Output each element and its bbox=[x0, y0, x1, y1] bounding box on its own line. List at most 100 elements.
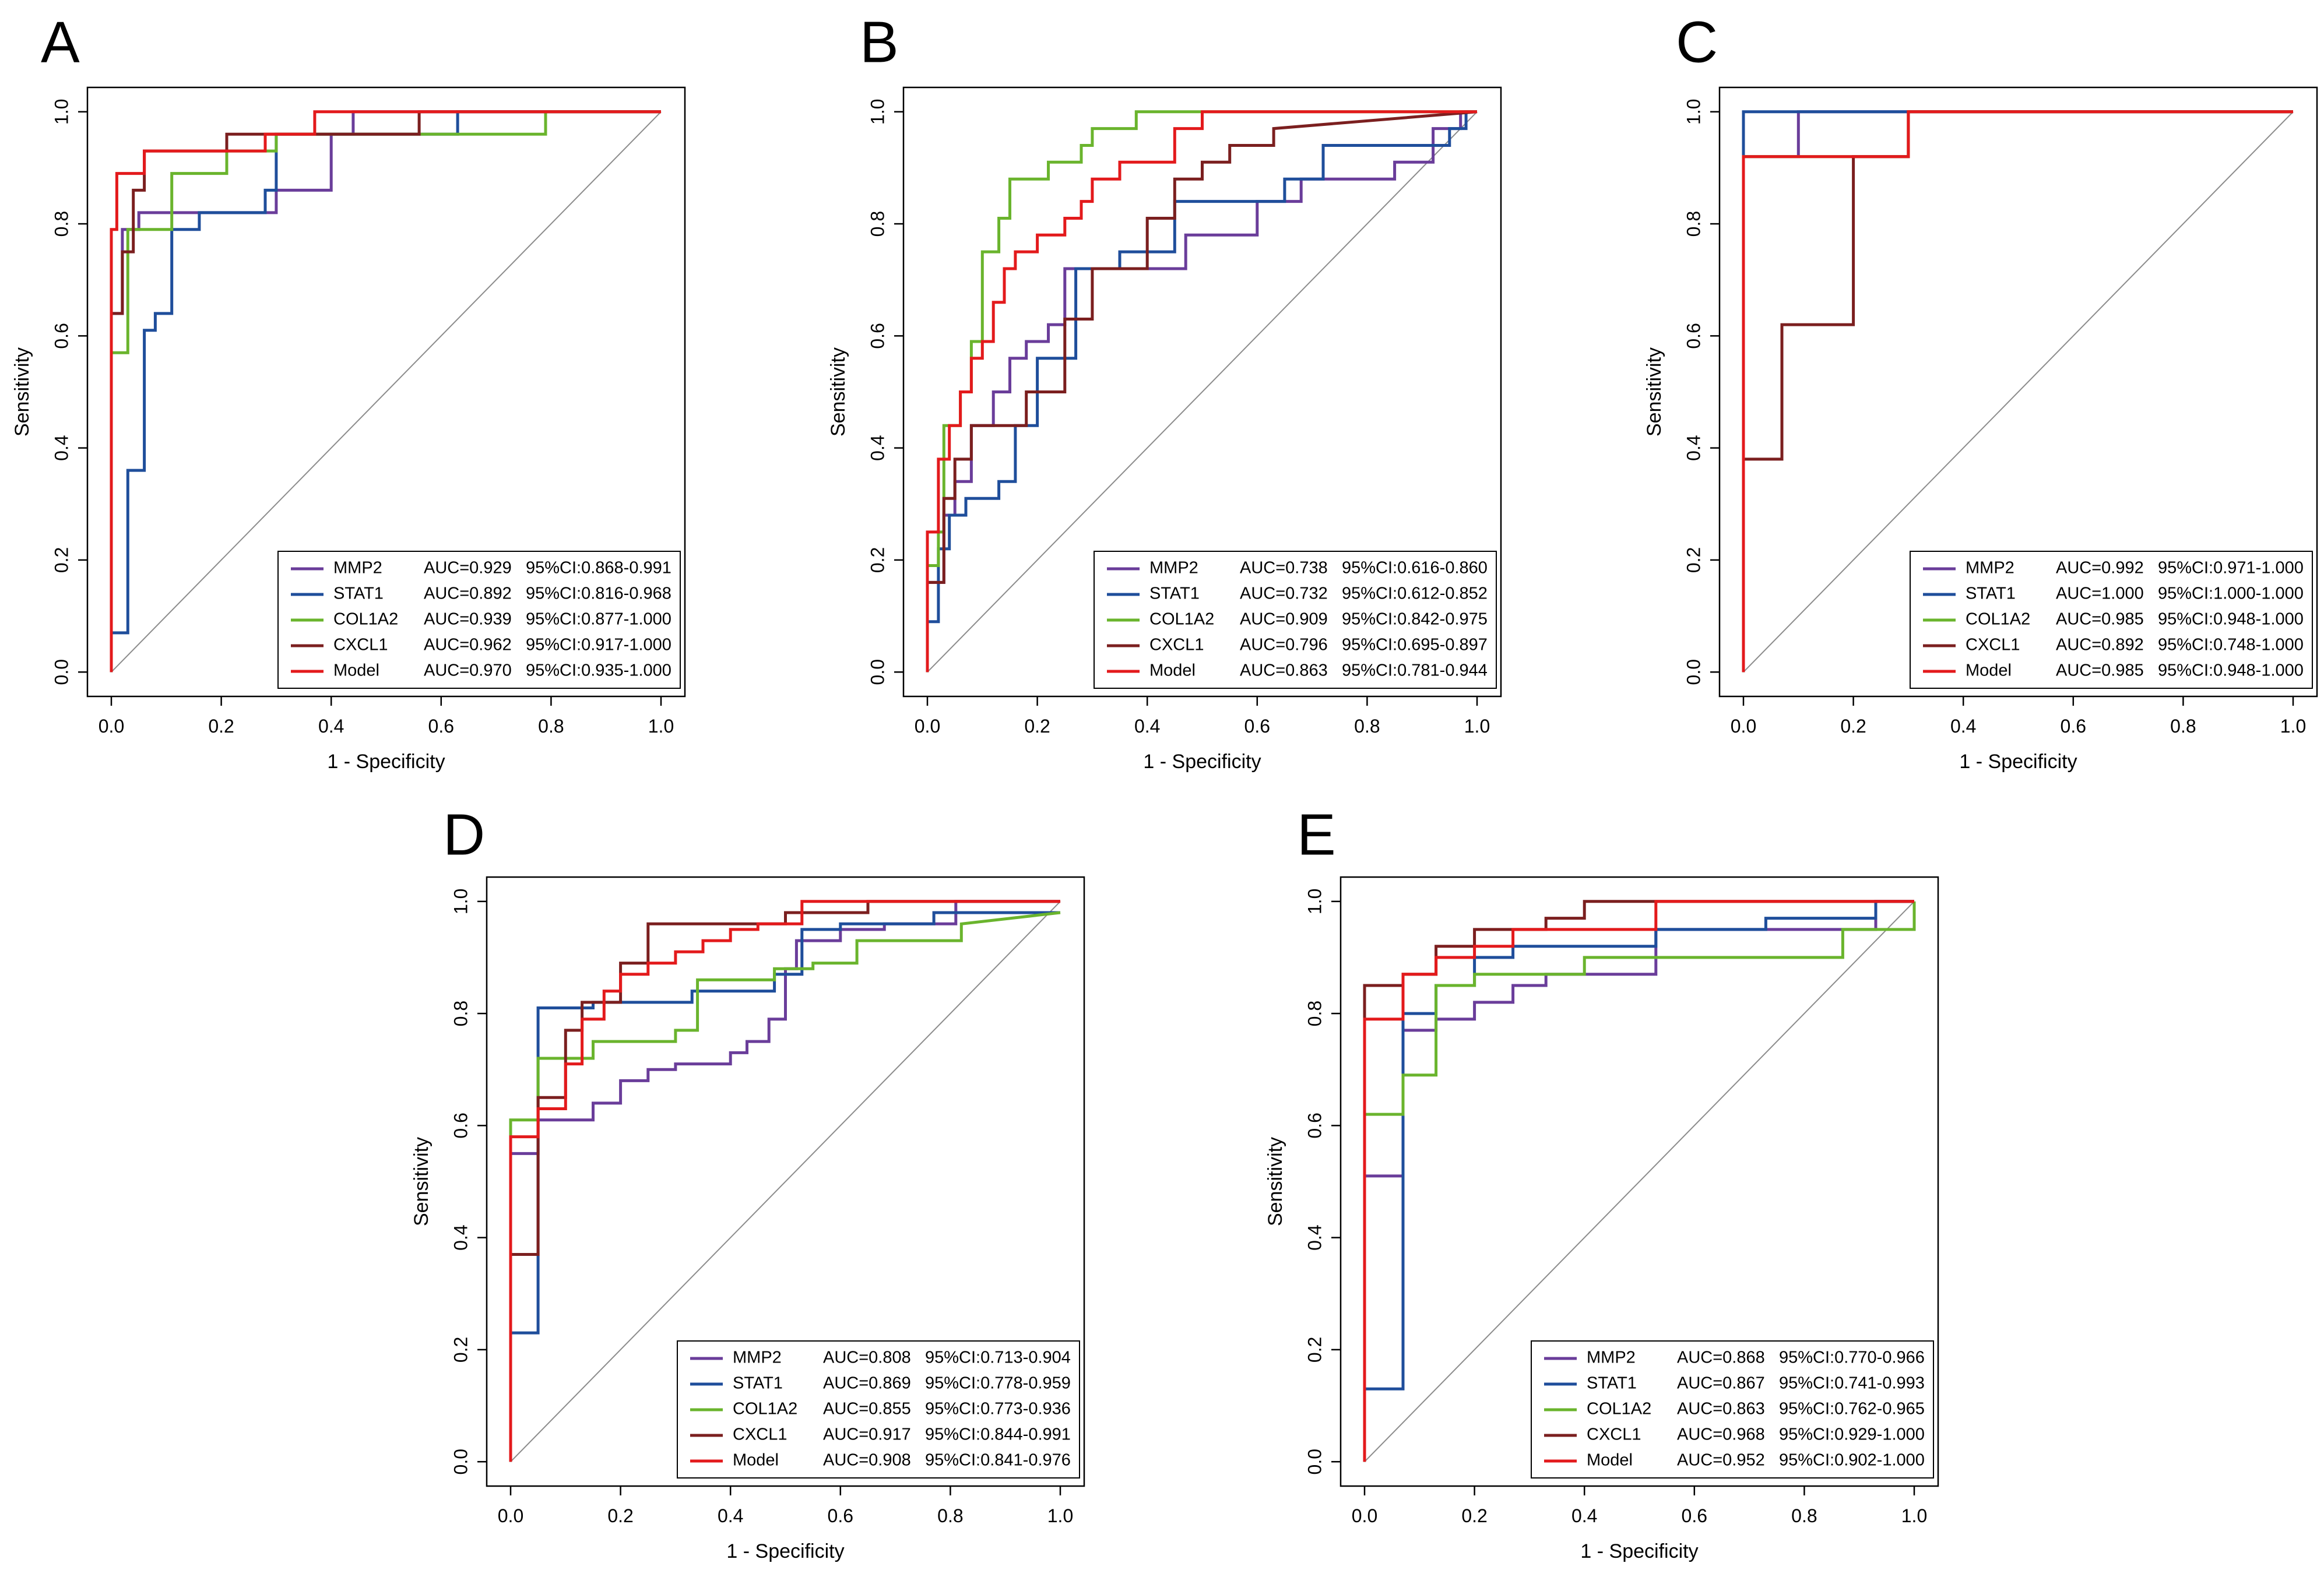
legend-auc: AUC=0.796 bbox=[1240, 636, 1328, 654]
legend-ci: 95%CI:0.713-0.904 bbox=[925, 1349, 1071, 1367]
reference-diagonal bbox=[927, 111, 1478, 673]
legend-auc: AUC=0.892 bbox=[2056, 636, 2144, 654]
legend-ci: 95%CI:0.778-0.959 bbox=[925, 1374, 1071, 1393]
legend-auc: AUC=0.738 bbox=[1240, 559, 1328, 578]
legend-ci: 95%CI:0.781-0.944 bbox=[1342, 661, 1488, 680]
legend: MMP2 AUC=0.808 95%CI:0.713-0.904 STAT1 AUC=0… bbox=[677, 1340, 1080, 1479]
legend-ci: 95%CI:0.844-0.991 bbox=[925, 1425, 1071, 1444]
legend-ci: 95%CI:0.748-1.000 bbox=[2158, 636, 2304, 654]
legend-series-name: STAT1 bbox=[333, 585, 384, 603]
legend-series-name: Model bbox=[1966, 661, 2012, 680]
legend-series-name: Model bbox=[1149, 661, 1196, 680]
legend-ci: 95%CI:0.868-0.991 bbox=[526, 559, 671, 578]
roc-curve-model bbox=[1742, 110, 2293, 673]
x-tick-label: 0.6 bbox=[1682, 1505, 1707, 1526]
y-axis-label: Sensitivity bbox=[1264, 1137, 1286, 1226]
roc-curve-stat1 bbox=[926, 110, 1477, 673]
x-tick-label: 1.0 bbox=[1047, 1505, 1073, 1526]
x-tick-label: 0.0 bbox=[99, 716, 124, 737]
y-tick-label: 0.6 bbox=[1304, 1113, 1325, 1138]
y-axis-label: Sensitivity bbox=[11, 347, 33, 436]
reference-diagonal bbox=[1743, 111, 2294, 673]
legend-item: CXCL1 AUC=0.796 95%CI:0.695-0.897 bbox=[1107, 636, 1488, 654]
y-tick-label: 0.8 bbox=[867, 211, 888, 237]
legend-box bbox=[1531, 1340, 1934, 1479]
legend: MMP2 AUC=0.868 95%CI:0.770-0.966 STAT1 AUC=0… bbox=[1531, 1340, 1934, 1479]
x-axis-label: 1 - Specificity bbox=[1143, 751, 1261, 773]
x-tick-label: 0.0 bbox=[1731, 716, 1756, 737]
legend-series-name: MMP2 bbox=[1587, 1349, 1636, 1367]
legend-series-name: MMP2 bbox=[1966, 559, 2014, 578]
legend-auc: AUC=1.000 bbox=[2056, 585, 2144, 603]
legend-ci: 95%CI:0.816-0.968 bbox=[526, 585, 671, 603]
legend-ci: 95%CI:0.612-0.852 bbox=[1342, 585, 1488, 603]
legend: MMP2 AUC=0.738 95%CI:0.616-0.860 STAT1 AUC=0… bbox=[1094, 551, 1497, 689]
y-axis: 0.0 0.2 0.4 0.6 0.8 1.0 bbox=[867, 99, 903, 685]
roc-curve-col1a2 bbox=[509, 911, 1061, 1462]
plot-frame bbox=[1339, 876, 1939, 1487]
legend: MMP2 AUC=0.992 95%CI:0.971-1.000 STAT1 AUC=1… bbox=[1910, 551, 2313, 689]
y-tick-label: 0.4 bbox=[867, 435, 888, 460]
panel-label: D bbox=[443, 802, 485, 867]
roc-panel-d: D 0.0 0.2 0.4 0.6 0.8 1.0 1 - Specificity 0.0 0.2… bbox=[410, 802, 1085, 1562]
legend-item: MMP2 AUC=0.992 95%CI:0.971-1.000 bbox=[1923, 559, 2304, 578]
plot-frame bbox=[902, 86, 1502, 698]
y-axis: 0.0 0.2 0.4 0.6 0.8 1.0 bbox=[51, 99, 87, 685]
plot-frame bbox=[86, 86, 686, 698]
legend-series-name: MMP2 bbox=[733, 1349, 782, 1367]
x-tick-label: 0.0 bbox=[915, 716, 940, 737]
x-tick-label: 0.6 bbox=[1244, 716, 1270, 737]
x-tick-label: 0.8 bbox=[937, 1505, 963, 1526]
x-tick-label: 0.2 bbox=[208, 716, 234, 737]
legend-ci: 95%CI:0.948-1.000 bbox=[2158, 610, 2304, 629]
y-tick-label: 0.2 bbox=[867, 547, 888, 573]
y-axis: 0.0 0.2 0.4 0.6 0.8 1.0 bbox=[1683, 99, 1720, 685]
y-axis-label: Sensitivity bbox=[1643, 347, 1665, 436]
y-tick-label: 1.0 bbox=[867, 99, 888, 125]
panel-label: A bbox=[41, 9, 80, 75]
x-tick-label: 0.8 bbox=[2170, 716, 2196, 737]
y-tick-label: 0.8 bbox=[51, 211, 72, 237]
y-tick-label: 1.0 bbox=[51, 99, 72, 125]
legend-auc: AUC=0.968 bbox=[1677, 1425, 1765, 1444]
legend-auc: AUC=0.929 bbox=[424, 559, 512, 578]
legend-series-name: Model bbox=[1587, 1451, 1633, 1470]
legend-item: COL1A2 AUC=0.855 95%CI:0.773-0.936 bbox=[690, 1400, 1071, 1418]
legend-series-name: STAT1 bbox=[1966, 585, 2016, 603]
legend-item: STAT1 AUC=0.732 95%CI:0.612-0.852 bbox=[1107, 585, 1488, 603]
y-tick-label: 0.2 bbox=[1683, 547, 1704, 573]
y-tick-label: 0.0 bbox=[1304, 1449, 1325, 1474]
x-tick-label: 0.4 bbox=[1571, 1505, 1597, 1526]
reference-diagonal bbox=[1364, 901, 1915, 1462]
x-tick-label: 0.0 bbox=[1352, 1505, 1377, 1526]
y-tick-label: 0.0 bbox=[450, 1449, 471, 1474]
legend-series-name: MMP2 bbox=[333, 559, 382, 578]
legend-auc: AUC=0.908 bbox=[823, 1451, 911, 1470]
roc-curve-model bbox=[926, 110, 1477, 673]
legend-ci: 95%CI:0.616-0.860 bbox=[1342, 559, 1488, 578]
legend-box bbox=[1910, 551, 2313, 689]
legend-item: STAT1 AUC=0.869 95%CI:0.778-0.959 bbox=[690, 1374, 1071, 1393]
legend-auc: AUC=0.985 bbox=[2056, 661, 2144, 680]
legend-auc: AUC=0.867 bbox=[1677, 1374, 1765, 1393]
legend-ci: 95%CI:0.741-0.993 bbox=[1779, 1374, 1925, 1393]
roc-curve-mmp2 bbox=[509, 900, 1060, 1462]
roc-curve-cxcl1 bbox=[926, 110, 1478, 673]
y-axis-label: Sensitivity bbox=[410, 1137, 433, 1226]
y-tick-label: 0.6 bbox=[1683, 323, 1704, 349]
legend-ci: 95%CI:0.695-0.897 bbox=[1342, 636, 1488, 654]
y-tick-label: 0.2 bbox=[450, 1337, 471, 1363]
roc-curves bbox=[1363, 900, 1916, 1462]
y-axis-label: Sensitivity bbox=[827, 347, 849, 436]
y-tick-label: 1.0 bbox=[1304, 889, 1325, 914]
roc-panel-e: E 0.0 0.2 0.4 0.6 0.8 1.0 1 - Specificity 0.0 0.2… bbox=[1264, 802, 1939, 1562]
x-tick-label: 0.8 bbox=[1354, 716, 1380, 737]
x-tick-label: 1.0 bbox=[1901, 1505, 1927, 1526]
legend-series-name: Model bbox=[733, 1451, 779, 1470]
roc-curve-model bbox=[110, 110, 661, 673]
x-tick-label: 1.0 bbox=[648, 716, 674, 737]
x-tick-label: 1.0 bbox=[1464, 716, 1490, 737]
y-tick-label: 0.6 bbox=[867, 323, 888, 349]
roc-curves bbox=[509, 900, 1061, 1462]
x-tick-label: 0.4 bbox=[318, 716, 344, 737]
